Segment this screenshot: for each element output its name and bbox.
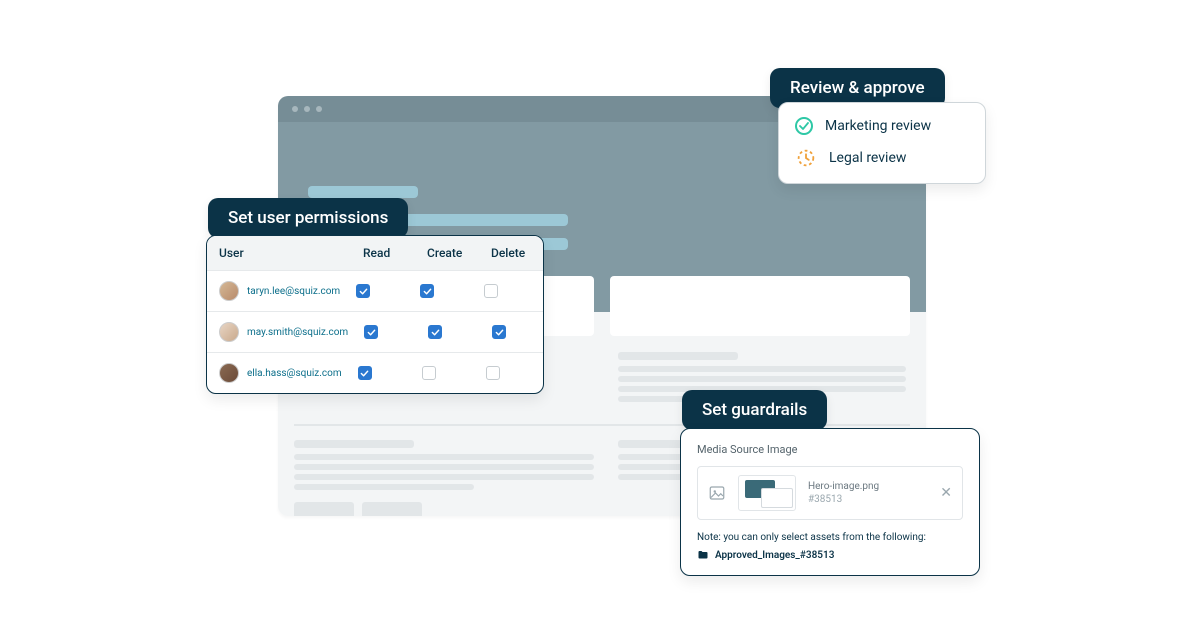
permissions-badge: Set user permissions — [208, 198, 408, 238]
guardrails-card: Media Source Image Hero-image.png #38513… — [680, 428, 980, 576]
permissions-card: User Read Create Delete taryn.lee@squiz.… — [206, 235, 544, 394]
checkbox-read[interactable] — [356, 284, 370, 298]
checkbox-read[interactable] — [358, 366, 372, 380]
checkbox-create[interactable] — [422, 366, 436, 380]
checkbox-delete[interactable] — [486, 366, 500, 380]
guardrails-folder: Approved_Images_#38513 — [697, 549, 963, 561]
review-card: Marketing review Legal review — [778, 102, 986, 184]
user-cell: ella.hass@squiz.com — [207, 353, 354, 393]
checkbox-read[interactable] — [364, 325, 378, 339]
avatar — [219, 322, 239, 342]
check-circle-icon — [795, 117, 813, 135]
col-delete: Delete — [479, 236, 543, 270]
user-email: may.smith@squiz.com — [247, 327, 348, 338]
window-dot — [304, 106, 310, 112]
clock-pending-icon — [795, 147, 817, 169]
checkbox-create[interactable] — [420, 284, 434, 298]
body-placeholder — [618, 376, 906, 382]
user-email: ella.hass@squiz.com — [247, 368, 342, 379]
permissions-row: taryn.lee@squiz.com — [207, 270, 543, 311]
body-placeholder — [618, 352, 738, 360]
guardrails-note: Note: you can only select assets from th… — [697, 532, 963, 543]
permissions-row: ella.hass@squiz.com — [207, 352, 543, 393]
body-placeholder — [294, 454, 594, 460]
body-placeholder — [294, 464, 594, 470]
guardrails-section-label: Media Source Image — [697, 443, 963, 456]
body-placeholder — [294, 502, 354, 516]
avatar — [219, 363, 239, 383]
user-email: taryn.lee@squiz.com — [247, 286, 340, 297]
window-dot — [316, 106, 322, 112]
body-placeholder — [294, 474, 594, 480]
col-user: User — [207, 236, 351, 270]
permissions-row: may.smith@squiz.com — [207, 311, 543, 352]
remove-media-icon[interactable]: ✕ — [940, 485, 952, 501]
body-placeholder — [362, 502, 422, 516]
review-item-label: Legal review — [829, 150, 906, 166]
col-create: Create — [415, 236, 479, 270]
body-card — [610, 276, 910, 336]
guardrails-folder-name: Approved_Images_#38513 — [715, 550, 834, 561]
user-cell: taryn.lee@squiz.com — [207, 271, 352, 311]
user-cell: may.smith@squiz.com — [207, 312, 360, 352]
window-dot — [292, 106, 298, 112]
avatar — [219, 281, 239, 301]
review-item-label: Marketing review — [825, 118, 931, 134]
body-placeholder — [294, 440, 414, 448]
folder-icon — [697, 549, 709, 561]
checkbox-create[interactable] — [428, 325, 442, 339]
review-item-done: Marketing review — [795, 117, 969, 135]
col-read: Read — [351, 236, 415, 270]
guardrails-badge: Set guardrails — [682, 390, 827, 430]
checkbox-delete[interactable] — [484, 284, 498, 298]
body-placeholder — [618, 366, 906, 372]
media-file-name: Hero-image.png — [808, 481, 928, 492]
media-thumbnail — [738, 475, 796, 511]
body-placeholder — [294, 484, 474, 490]
review-item-pending: Legal review — [795, 147, 969, 169]
media-file-id: #38513 — [808, 494, 928, 505]
permissions-header: User Read Create Delete — [207, 236, 543, 270]
hero-placeholder — [308, 186, 418, 198]
image-icon — [708, 484, 726, 502]
media-row[interactable]: Hero-image.png #38513 ✕ — [697, 466, 963, 520]
media-meta: Hero-image.png #38513 — [808, 481, 928, 505]
checkbox-delete[interactable] — [492, 325, 506, 339]
